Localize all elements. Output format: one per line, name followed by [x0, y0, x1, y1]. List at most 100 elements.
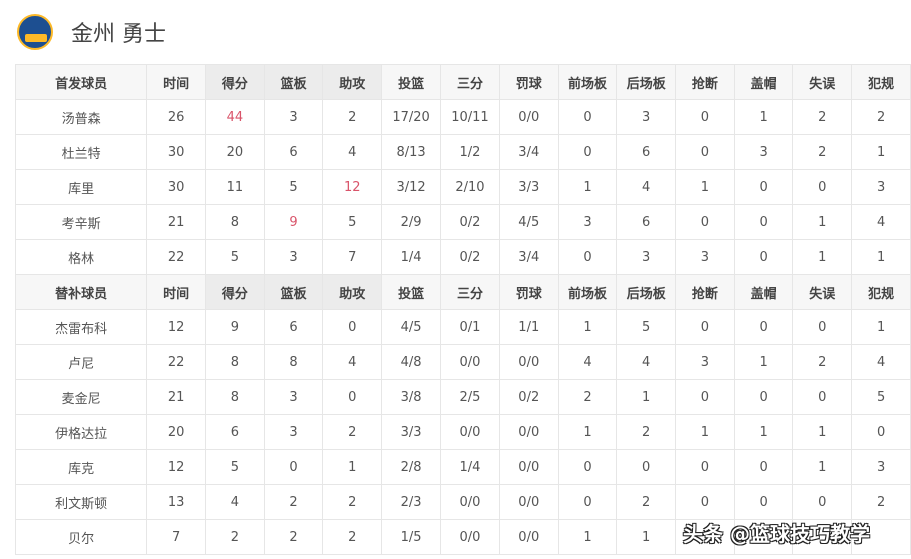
stat-cell: 10/11: [440, 99, 500, 135]
stat-cell: 0: [733, 239, 794, 275]
column-header[interactable]: 篮板: [263, 274, 324, 310]
player-name[interactable]: 利文斯顿: [14, 484, 148, 520]
column-header[interactable]: 前场板: [557, 274, 618, 310]
player-row: 格林 22 5 3 7 1/4 0/2 3/4 0 3 3 0 1 1: [14, 239, 911, 275]
player-row: 杜兰特 30 20 6 4 8/13 1/2 3/4 0 6 0 3 2 1: [14, 134, 911, 170]
stat-cell: 0/0: [440, 484, 500, 520]
stat-cell: 0/0: [498, 484, 559, 520]
column-header[interactable]: 投篮: [381, 274, 442, 310]
stat-cell: 1: [851, 239, 911, 275]
column-header[interactable]: 助攻: [322, 274, 383, 310]
column-header[interactable]: 得分: [204, 274, 265, 310]
column-header[interactable]: 犯规: [851, 274, 911, 310]
column-header[interactable]: 盖帽: [733, 274, 794, 310]
stat-cell: 1: [675, 414, 735, 450]
stat-cell: 2: [263, 484, 324, 520]
player-row: 利文斯顿 13 4 2 2 2/3 0/0 0/0 0 2 0 0 0 2: [14, 484, 911, 520]
stat-cell: 4: [557, 344, 618, 380]
stat-cell: 3: [675, 239, 735, 275]
player-name[interactable]: 伊格达拉: [14, 414, 148, 450]
stat-cell: 0: [322, 379, 383, 415]
player-name[interactable]: 汤普森: [14, 99, 148, 135]
column-header[interactable]: 助攻: [322, 64, 383, 100]
column-header[interactable]: 抢断: [675, 64, 735, 100]
stat-cell: 0/0: [498, 449, 559, 485]
stat-cell: 3/3: [498, 169, 559, 205]
column-header[interactable]: 盖帽: [733, 64, 794, 100]
stat-cell: 8/13: [381, 134, 442, 170]
column-header[interactable]: 抢断: [675, 274, 735, 310]
stat-cell: 2: [616, 484, 677, 520]
stat-cell: 0: [733, 309, 794, 345]
stat-cell: 6: [204, 414, 265, 450]
player-name[interactable]: 库克: [14, 449, 148, 485]
stat-cell: 2: [851, 99, 911, 135]
stat-cell: 1: [792, 449, 853, 485]
player-row: 麦金尼 21 8 3 0 3/8 2/5 0/2 2 1 0 0 0 5: [14, 379, 911, 415]
player-name[interactable]: 考辛斯: [14, 204, 148, 240]
stat-cell: 0: [851, 414, 911, 450]
column-header[interactable]: 时间: [146, 64, 206, 100]
stat-cell: 3: [263, 99, 324, 135]
column-header[interactable]: 三分: [440, 64, 500, 100]
team-name: 金州 勇士: [71, 22, 166, 47]
column-header[interactable]: 投篮: [381, 64, 442, 100]
stat-cell: [733, 519, 794, 555]
team-header: 金州 勇士: [17, 14, 166, 50]
stat-cell: 0: [675, 309, 735, 345]
stat-cell: 0: [557, 134, 618, 170]
player-row: 杰雷布科 12 9 6 0 4/5 0/1 1/1 1 5 0 0 0 1: [14, 309, 911, 345]
player-row: 考辛斯 21 8 9 5 2/9 0/2 4/5 3 6 0 0 1 4: [14, 204, 911, 240]
column-header[interactable]: 得分: [204, 64, 265, 100]
column-header[interactable]: 后场板: [616, 64, 677, 100]
stat-cell: 2: [616, 414, 677, 450]
player-name[interactable]: 贝尔: [14, 519, 148, 555]
stat-cell: 3: [851, 449, 911, 485]
stat-cell: 2/3: [381, 484, 442, 520]
player-name[interactable]: 卢尼: [14, 344, 148, 380]
stat-cell: 44: [204, 99, 265, 135]
player-name[interactable]: 杜兰特: [14, 134, 148, 170]
stat-cell: 6: [263, 309, 324, 345]
column-header[interactable]: 前场板: [557, 64, 618, 100]
stat-cell: 17/20: [381, 99, 442, 135]
stat-cell: 30: [146, 134, 206, 170]
player-name[interactable]: 库里: [14, 169, 148, 205]
player-name[interactable]: 麦金尼: [14, 379, 148, 415]
player-row: 伊格达拉 20 6 3 2 3/3 0/0 0/0 1 2 1 1 1 0: [14, 414, 911, 450]
stat-cell: 1: [616, 519, 677, 555]
column-header[interactable]: 后场板: [616, 274, 677, 310]
column-header[interactable]: 犯规: [851, 64, 911, 100]
column-header[interactable]: 三分: [440, 274, 500, 310]
stat-cell: 21: [146, 204, 206, 240]
stat-cell: 11: [204, 169, 265, 205]
stat-cell: 3/4: [498, 239, 559, 275]
stat-cell: 1: [616, 379, 677, 415]
stat-cell: 21: [146, 379, 206, 415]
column-header[interactable]: 罚球: [498, 274, 559, 310]
stat-cell: 4: [851, 204, 911, 240]
stat-cell: 0/0: [498, 414, 559, 450]
stat-cell: 2/10: [440, 169, 500, 205]
column-header[interactable]: 罚球: [498, 64, 559, 100]
stat-cell: 3/4: [498, 134, 559, 170]
stat-cell: 4: [322, 134, 383, 170]
section-label: 首发球员: [14, 64, 148, 100]
stat-cell: 0/0: [440, 344, 500, 380]
column-header[interactable]: 失误: [792, 64, 853, 100]
column-header[interactable]: 失误: [792, 274, 853, 310]
stat-cell: 26: [146, 99, 206, 135]
player-name[interactable]: 杰雷布科: [14, 309, 148, 345]
stat-cell: 8: [204, 344, 265, 380]
stat-cell: 5: [263, 169, 324, 205]
player-name[interactable]: 格林: [14, 239, 148, 275]
column-header[interactable]: 篮板: [263, 64, 324, 100]
stat-cell: 0: [263, 449, 324, 485]
stat-cell: 7: [146, 519, 206, 555]
stat-cell: 4: [322, 344, 383, 380]
stat-cell: 1: [792, 239, 853, 275]
stat-cell: 0: [792, 484, 853, 520]
stat-cell: 4/5: [381, 309, 442, 345]
stat-cell: 0: [675, 484, 735, 520]
column-header[interactable]: 时间: [146, 274, 206, 310]
